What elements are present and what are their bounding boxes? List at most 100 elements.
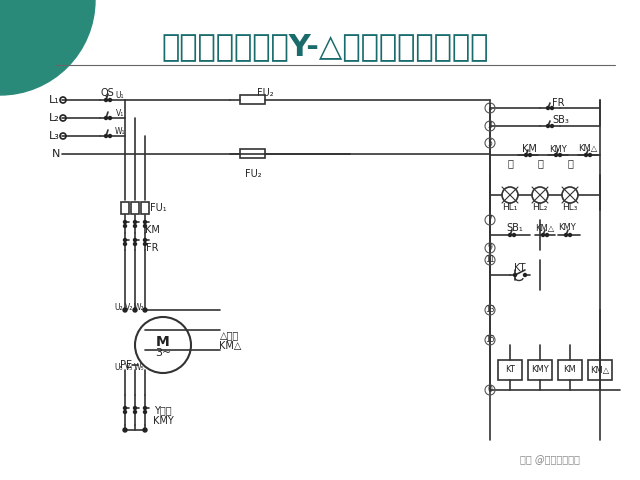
Circle shape xyxy=(513,274,516,276)
Circle shape xyxy=(550,107,554,109)
Circle shape xyxy=(124,407,127,409)
Circle shape xyxy=(143,225,147,228)
Text: KM△: KM△ xyxy=(579,144,598,154)
Text: QS: QS xyxy=(100,88,114,98)
Text: 7: 7 xyxy=(488,216,492,225)
Text: M: M xyxy=(156,335,170,349)
Circle shape xyxy=(529,154,531,156)
Circle shape xyxy=(124,242,127,245)
Text: FR: FR xyxy=(552,98,564,108)
Text: SB₃: SB₃ xyxy=(552,115,570,125)
Bar xyxy=(528,360,552,380)
Bar xyxy=(121,202,129,214)
Text: ㉑: ㉑ xyxy=(567,158,573,168)
Circle shape xyxy=(143,239,147,241)
Text: ⑲: ⑲ xyxy=(537,158,543,168)
Circle shape xyxy=(124,225,127,228)
Text: 11: 11 xyxy=(485,255,495,264)
Text: 13: 13 xyxy=(485,305,495,314)
Text: W₅: W₅ xyxy=(134,363,144,372)
Text: △运行: △运行 xyxy=(220,330,239,340)
Text: FU₁: FU₁ xyxy=(150,203,166,213)
Circle shape xyxy=(109,134,111,137)
Circle shape xyxy=(143,410,147,413)
Circle shape xyxy=(123,428,127,432)
Text: 15: 15 xyxy=(485,336,495,345)
Text: L₃: L₃ xyxy=(49,131,60,141)
Circle shape xyxy=(134,410,136,413)
Text: KMY: KMY xyxy=(549,144,567,154)
Text: KMY: KMY xyxy=(152,416,173,426)
Text: Y运行: Y运行 xyxy=(154,405,172,415)
Text: KM△: KM△ xyxy=(536,224,555,232)
Circle shape xyxy=(134,220,136,224)
Text: V₂: V₂ xyxy=(125,303,133,312)
Circle shape xyxy=(143,242,147,245)
Circle shape xyxy=(134,242,136,245)
Circle shape xyxy=(550,124,554,128)
Text: FU₂: FU₂ xyxy=(244,169,261,179)
Text: PE: PE xyxy=(120,360,132,370)
Text: V₁: V₁ xyxy=(116,109,124,119)
Circle shape xyxy=(559,154,561,156)
Circle shape xyxy=(524,274,527,276)
Circle shape xyxy=(124,220,127,224)
Text: N: N xyxy=(52,149,60,159)
Circle shape xyxy=(541,233,545,237)
Text: V₅: V₅ xyxy=(125,363,133,372)
Text: KM: KM xyxy=(564,365,577,374)
Circle shape xyxy=(134,225,136,228)
Circle shape xyxy=(104,117,108,120)
Bar xyxy=(240,149,265,158)
Circle shape xyxy=(109,117,111,120)
Text: KT: KT xyxy=(505,365,515,374)
Circle shape xyxy=(109,98,111,101)
Text: 头条 @徐州俵哥五金: 头条 @徐州俵哥五金 xyxy=(520,455,580,465)
Circle shape xyxy=(525,154,527,156)
Circle shape xyxy=(513,233,515,237)
Circle shape xyxy=(568,233,572,237)
Bar xyxy=(498,360,522,380)
Bar xyxy=(131,202,139,214)
Text: HL₂: HL₂ xyxy=(532,204,548,213)
Circle shape xyxy=(545,233,548,237)
Text: 5: 5 xyxy=(488,139,492,147)
Circle shape xyxy=(564,233,568,237)
Bar xyxy=(240,95,265,104)
Circle shape xyxy=(0,0,95,95)
Text: KM△: KM△ xyxy=(590,365,610,374)
Text: SB₁: SB₁ xyxy=(507,223,524,233)
Circle shape xyxy=(589,154,591,156)
Circle shape xyxy=(104,98,108,101)
Circle shape xyxy=(124,410,127,413)
Circle shape xyxy=(134,239,136,241)
Circle shape xyxy=(143,308,147,312)
Circle shape xyxy=(143,220,147,224)
Text: U₂: U₂ xyxy=(115,303,124,312)
Text: U₅: U₅ xyxy=(115,363,124,372)
Text: 9: 9 xyxy=(488,243,492,252)
Text: KM△: KM△ xyxy=(219,341,241,351)
Circle shape xyxy=(584,154,588,156)
Text: 时间继电器切换Y-△降压启动控制线路: 时间继电器切换Y-△降压启动控制线路 xyxy=(161,33,489,61)
Bar xyxy=(558,360,582,380)
Text: 3~: 3~ xyxy=(155,348,171,358)
Circle shape xyxy=(509,233,511,237)
Circle shape xyxy=(133,308,137,312)
Circle shape xyxy=(143,428,147,432)
Text: FR: FR xyxy=(146,243,158,253)
Bar xyxy=(588,360,612,380)
Text: W₁: W₁ xyxy=(115,128,125,136)
Text: KT: KT xyxy=(515,263,525,273)
Text: L₂: L₂ xyxy=(49,113,60,123)
Circle shape xyxy=(554,154,557,156)
Text: HL₃: HL₃ xyxy=(563,204,578,213)
Circle shape xyxy=(134,407,136,409)
Text: L₁: L₁ xyxy=(49,95,60,105)
Text: ⑰: ⑰ xyxy=(507,158,513,168)
Text: KM: KM xyxy=(145,225,159,235)
Circle shape xyxy=(547,107,550,109)
Circle shape xyxy=(143,407,147,409)
Circle shape xyxy=(123,308,127,312)
Circle shape xyxy=(547,124,550,128)
